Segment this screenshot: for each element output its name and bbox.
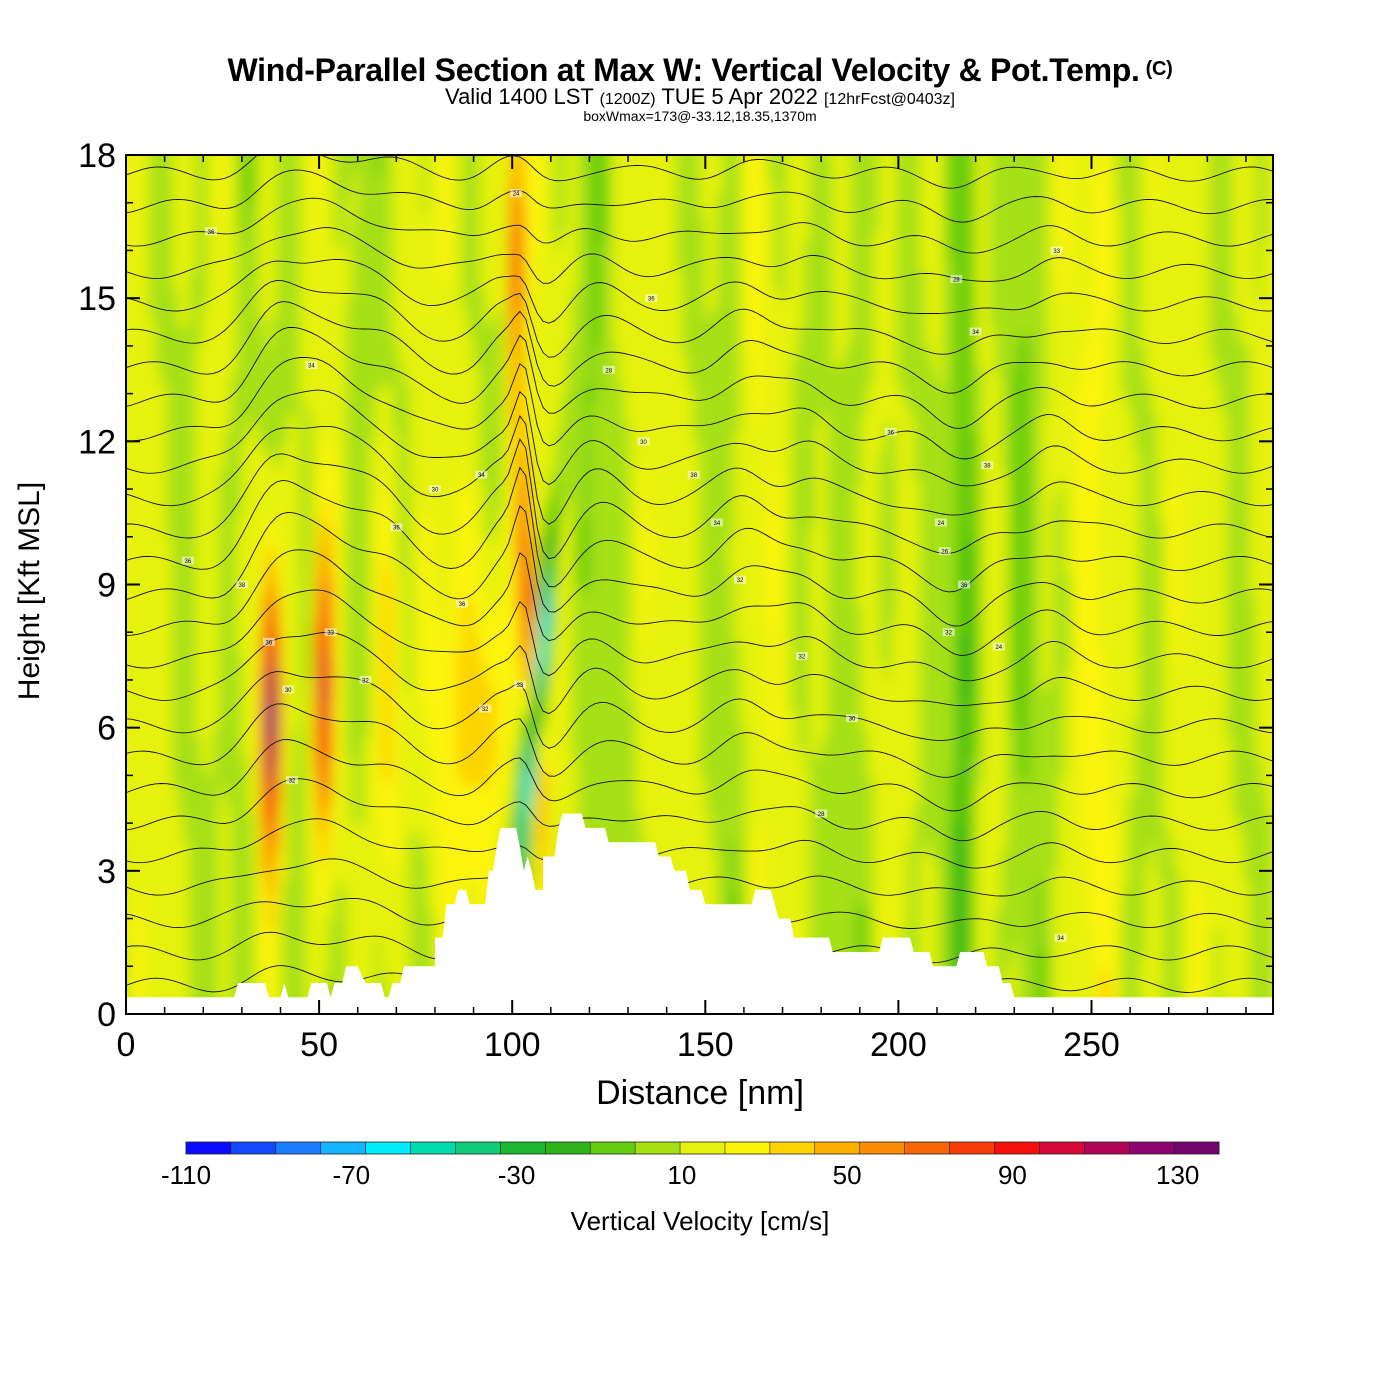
colorbar-swatch (456, 1142, 501, 1154)
colorbar-swatch (500, 1142, 545, 1154)
colorbar-swatch (725, 1142, 770, 1154)
theta-label: 34 (478, 473, 485, 479)
theta-label: 34 (972, 330, 979, 336)
theta-label: 32 (482, 707, 489, 713)
colorbar-swatch (366, 1142, 411, 1154)
colorbar-swatch (860, 1142, 905, 1154)
x-axis-title: Distance [nm] (0, 1074, 1400, 1113)
theta-label: 32 (945, 631, 952, 637)
theta-label: 30 (432, 488, 439, 494)
theta-label: 32 (289, 779, 296, 785)
theta-label: 36 (393, 526, 400, 532)
colorbar-title: Vertical Velocity [cm/s] (0, 1206, 1400, 1237)
theta-label: 36 (648, 297, 655, 303)
colorbar-swatch (276, 1142, 321, 1154)
colorbar-swatch (815, 1142, 860, 1154)
theta-label: 33 (327, 631, 334, 637)
theta-label: 30 (849, 717, 856, 723)
y-axis-title: Height [Kft MSL] (13, 441, 47, 741)
theta-label: 30 (640, 440, 647, 446)
colorbar-swatch (1129, 1142, 1174, 1154)
colorbar-swatch (635, 1142, 680, 1154)
colorbar-swatch (905, 1142, 950, 1154)
y-tick-label: 18 (78, 137, 116, 175)
theta-label: 34 (1057, 936, 1064, 942)
x-tick-label: 200 (870, 1026, 927, 1064)
theta-label: 24 (995, 645, 1002, 651)
theta-label: 36 (208, 230, 215, 236)
theta-label: 32 (798, 655, 805, 661)
theta-label: 24 (513, 192, 520, 198)
colorbar-tick-label: 50 (833, 1160, 862, 1190)
x-tick-label: 250 (1063, 1026, 1120, 1064)
colorbar-swatch (186, 1142, 231, 1154)
theta-label: 28 (818, 812, 825, 818)
colorbar-swatch (950, 1142, 995, 1154)
theta-label: 36 (266, 640, 273, 646)
y-tick-label: 6 (97, 710, 116, 748)
theta-label: 30 (285, 688, 292, 694)
theta-label: 36 (961, 583, 968, 589)
theta-label: 34 (308, 363, 315, 369)
colorbar-tick-label: 10 (667, 1160, 696, 1190)
colorbar: -110 -70 -30 10 50 90 130 (161, 1142, 1220, 1190)
theta-label: 38 (984, 464, 991, 470)
theta-label: 24 (938, 521, 945, 527)
theta-label: 28 (605, 368, 612, 374)
theta-label: 33 (517, 683, 524, 689)
y-tick-label: 3 (97, 853, 116, 891)
colorbar-swatch (1174, 1142, 1219, 1154)
colorbar-swatch (1039, 1142, 1084, 1154)
y-tick-label: 12 (78, 423, 116, 461)
colorbar-swatch (680, 1142, 725, 1154)
theta-label: 32 (362, 678, 369, 684)
colorbar-tick-label: -110 (161, 1160, 211, 1190)
x-tick-label: 100 (484, 1026, 541, 1064)
colorbar-swatch (994, 1142, 1039, 1154)
colorbar-swatch (770, 1142, 815, 1154)
colorbar-swatch (231, 1142, 276, 1154)
theta-label: 36 (887, 430, 894, 436)
y-tick-label: 9 (97, 567, 116, 605)
colorbar-tick-label: -30 (498, 1160, 536, 1190)
theta-label: 38 (690, 473, 697, 479)
x-tick-label: 0 (117, 1026, 136, 1064)
y-tick-label: 15 (78, 280, 116, 318)
x-tick-label: 150 (677, 1026, 734, 1064)
colorbar-swatch (590, 1142, 635, 1154)
colorbar-tick-label: -70 (332, 1160, 370, 1190)
theta-label: 36 (184, 559, 191, 565)
colorbar-swatch (411, 1142, 456, 1154)
theta-label: 32 (737, 578, 744, 584)
colorbar-swatch (545, 1142, 590, 1154)
theta-label: 28 (953, 278, 960, 284)
theta-label: 36 (459, 602, 466, 608)
colorbar-tick-label: 130 (1156, 1160, 1199, 1190)
x-tick-label: 50 (300, 1026, 338, 1064)
theta-label: 33 (1053, 249, 1060, 255)
theta-label: 38 (239, 583, 246, 589)
y-tick-label: 0 (97, 996, 116, 1034)
colorbar-swatch (321, 1142, 366, 1154)
colorbar-tick-label: 90 (998, 1160, 1027, 1190)
theta-label: 26 (941, 550, 948, 556)
theta-label: 34 (714, 521, 721, 527)
colorbar-swatch (1084, 1142, 1129, 1154)
